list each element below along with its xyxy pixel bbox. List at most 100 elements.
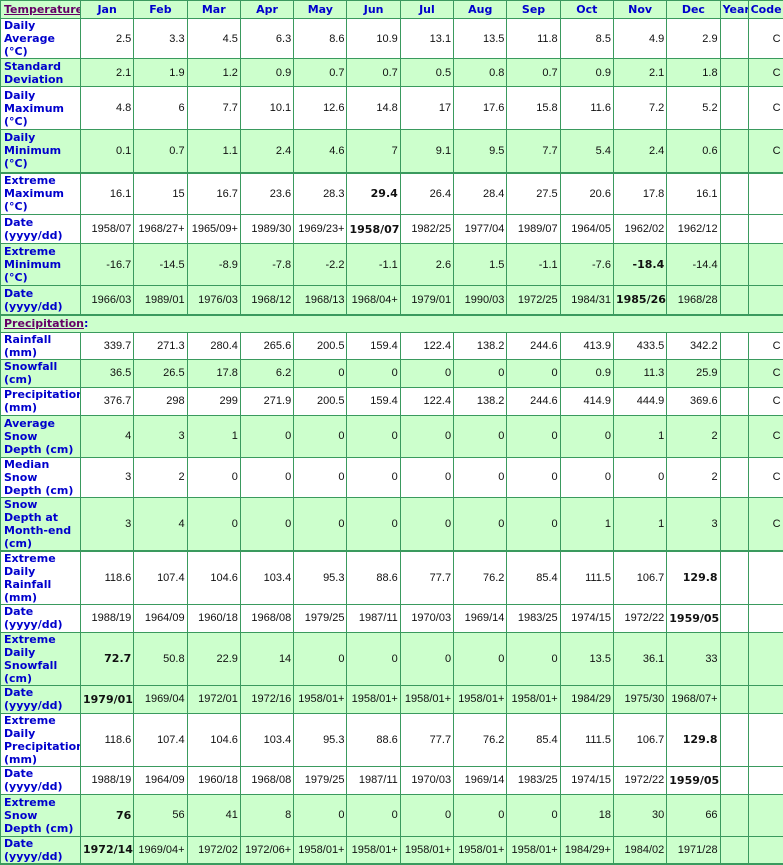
cell-jul: 13.1: [400, 19, 453, 59]
cell-code: [748, 173, 783, 215]
cell-year: [720, 685, 748, 713]
cell-mar: 1.2: [187, 59, 240, 87]
cell-oct: 18: [560, 794, 613, 836]
cell-jun: 159.4: [347, 387, 400, 415]
cell-oct: 0.9: [560, 59, 613, 87]
cell-code: [748, 794, 783, 836]
row-label: Date (yyyy/dd): [1, 766, 81, 794]
cell-jan: 72.7: [81, 632, 134, 685]
cell-year: [720, 215, 748, 244]
cell-apr: 265.6: [240, 332, 293, 359]
cell-sep: 1958/01+: [507, 685, 560, 713]
cell-year: [720, 713, 748, 766]
cell-may: 200.5: [294, 332, 347, 359]
section-link-precipitation[interactable]: Precipitation: [4, 317, 84, 330]
cell-code: [748, 713, 783, 766]
cell-dec: 1962/12: [667, 215, 720, 244]
cell-oct: 413.9: [560, 332, 613, 359]
header-row: Temperature: JanFebMarAprMayJunJulAugSep…: [1, 1, 783, 19]
cell-aug: 13.5: [454, 19, 507, 59]
column-header-nov: Nov: [613, 1, 666, 19]
cell-mar: 1976/03: [187, 286, 240, 315]
cell-nov: 7.2: [613, 87, 666, 130]
cell-nov: 1: [613, 415, 666, 457]
cell-jul: 1958/01+: [400, 836, 453, 864]
cell-jan: 4: [81, 415, 134, 457]
cell-year: [720, 130, 748, 173]
cell-nov: 0: [613, 457, 666, 497]
cell-dec: 25.9: [667, 359, 720, 387]
cell-year: [720, 59, 748, 87]
cell-jul: 1958/01+: [400, 685, 453, 713]
cell-oct: 1: [560, 497, 613, 551]
cell-may: 1969/23+: [294, 215, 347, 244]
cell-aug: 0: [454, 415, 507, 457]
section-header-temperature: Temperature:: [1, 1, 81, 19]
cell-year: [720, 87, 748, 130]
cell-mar: 1960/18: [187, 604, 240, 632]
cell-aug: 1969/14: [454, 604, 507, 632]
column-header-sep: Sep: [507, 1, 560, 19]
cell-code: [748, 244, 783, 286]
cell-jun: 1958/01+: [347, 836, 400, 864]
row-label: Daily Average (°C): [1, 19, 81, 59]
row-label: Date (yyyy/dd): [1, 286, 81, 315]
cell-jun: 10.9: [347, 19, 400, 59]
row-label: Snow Depth at Month-end (cm): [1, 497, 81, 551]
cell-oct: 0: [560, 457, 613, 497]
cell-aug: 28.4: [454, 173, 507, 215]
cell-code: C: [748, 497, 783, 551]
cell-jun: 1958/07: [347, 215, 400, 244]
cell-sep: 244.6: [507, 387, 560, 415]
cell-nov: 17.8: [613, 173, 666, 215]
cell-oct: -7.6: [560, 244, 613, 286]
cell-jul: 1970/03: [400, 766, 453, 794]
column-header-aug: Aug: [454, 1, 507, 19]
column-header-feb: Feb: [134, 1, 187, 19]
cell-sep: 1972/25: [507, 286, 560, 315]
cell-oct: 1984/29: [560, 685, 613, 713]
cell-apr: 6.2: [240, 359, 293, 387]
cell-jun: 1987/11: [347, 766, 400, 794]
cell-oct: 1974/15: [560, 604, 613, 632]
cell-jan: 0.1: [81, 130, 134, 173]
cell-year: [720, 359, 748, 387]
record-value: 1959/05: [669, 774, 719, 787]
cell-mar: 280.4: [187, 332, 240, 359]
cell-jan: -16.7: [81, 244, 134, 286]
cell-jun: 0: [347, 359, 400, 387]
cell-may: 95.3: [294, 713, 347, 766]
cell-aug: 138.2: [454, 332, 507, 359]
cell-dec: 369.6: [667, 387, 720, 415]
cell-sep: 1958/01+: [507, 836, 560, 864]
cell-oct: 13.5: [560, 632, 613, 685]
cell-oct: 111.5: [560, 551, 613, 605]
cell-may: 1958/01+: [294, 685, 347, 713]
cell-apr: 0: [240, 497, 293, 551]
section-link-temperature[interactable]: Temperature: [4, 3, 81, 16]
cell-apr: -7.8: [240, 244, 293, 286]
cell-year: [720, 244, 748, 286]
cell-may: 0: [294, 794, 347, 836]
row-label: Date (yyyy/dd): [1, 215, 81, 244]
cell-aug: 0: [454, 457, 507, 497]
cell-aug: 1977/04: [454, 215, 507, 244]
record-value: 72.7: [104, 652, 131, 665]
cell-oct: 1964/05: [560, 215, 613, 244]
cell-nov: 1972/22: [613, 766, 666, 794]
cell-oct: 0.9: [560, 359, 613, 387]
column-header-apr: Apr: [240, 1, 293, 19]
cell-dec: 1971/28: [667, 836, 720, 864]
cell-jan: 1979/01: [81, 685, 134, 713]
cell-aug: 17.6: [454, 87, 507, 130]
row-label: Extreme Daily Precipitation (mm): [1, 713, 81, 766]
cell-feb: 3: [134, 415, 187, 457]
cell-jan: 2.5: [81, 19, 134, 59]
cell-sep: 1989/07: [507, 215, 560, 244]
cell-jul: 1982/25: [400, 215, 453, 244]
